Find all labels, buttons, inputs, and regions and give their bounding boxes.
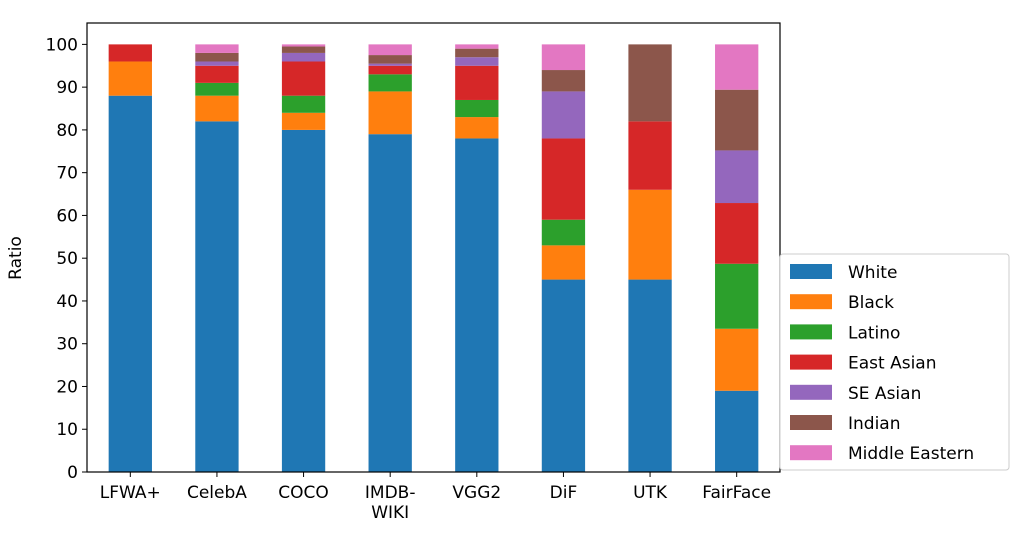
legend-label: Latino — [848, 323, 900, 343]
legend-label: Indian — [848, 414, 901, 434]
bar-segment-east-asian — [195, 65, 239, 83]
legend-swatch — [790, 415, 832, 430]
y-tick-label: 80 — [56, 121, 78, 141]
legend-swatch — [790, 294, 832, 310]
bar-segment-white — [715, 390, 759, 472]
bar-segment-middle-eastern — [281, 44, 326, 47]
y-axis-label: Ratio — [6, 236, 26, 280]
y-tick-label: 50 — [56, 249, 78, 269]
bar-segment-white — [195, 121, 239, 472]
bar-segment-latino — [715, 263, 759, 329]
y-tick-label: 20 — [56, 377, 78, 397]
legend-swatch — [790, 445, 832, 461]
bar-segment-indian — [715, 89, 759, 151]
bar-segment-black — [455, 117, 499, 139]
legend-label: East Asian — [848, 354, 937, 374]
y-tick-label: 40 — [56, 292, 78, 312]
bar-segment-black — [281, 112, 326, 130]
x-tick-label: CelebA — [187, 483, 247, 503]
bar-segment-white — [628, 279, 672, 472]
bar-segment-latino — [281, 95, 326, 113]
y-tick-label: 30 — [56, 335, 78, 355]
bar-segment-latino — [368, 74, 412, 92]
bar-segment-latino — [541, 219, 586, 246]
legend-swatch — [790, 264, 832, 279]
y-tick-label: 0 — [67, 463, 78, 483]
legend-label: SE Asian — [848, 384, 921, 404]
legend: White Black Latino East Asian SE Asian Indian… — [779, 253, 1010, 471]
x-tick-label: COCO — [278, 483, 329, 503]
bar-segment-indian — [368, 55, 412, 64]
bar-segment-black — [108, 61, 152, 96]
plot-frame — [86, 22, 781, 473]
x-tick-label: LFWA+ — [100, 483, 161, 503]
bar-segment-east-asian — [368, 65, 412, 75]
bar-segment-indian — [455, 48, 499, 58]
bar-segment-middle-eastern — [195, 44, 239, 53]
bar-segment-se-asian — [715, 150, 759, 204]
legend-label: Black — [848, 293, 894, 313]
bar-segment-east-asian — [455, 65, 499, 100]
bar-segment-indian — [541, 70, 586, 92]
bar-segment-middle-eastern — [541, 44, 586, 71]
bar-segment-east-asian — [541, 138, 586, 220]
bar-segment-indian — [281, 46, 326, 53]
legend-box — [779, 253, 1010, 471]
bar-segment-east-asian — [715, 203, 759, 264]
bar-segment-se-asian — [455, 57, 499, 66]
bar-segment-black — [541, 245, 586, 280]
x-tick-label: IMDB-WIKI — [365, 483, 416, 523]
x-tick-label: FairFace — [702, 483, 771, 503]
x-tick-label: VGG2 — [452, 483, 501, 503]
bar-segment-white — [455, 138, 499, 472]
y-tick-label: 60 — [56, 206, 78, 226]
bar-segment-white — [281, 129, 326, 472]
legend-label: White — [848, 263, 897, 283]
x-axis: LFWA+ CelebA COCO IMDB-WIKI VGG2 DiF UTK FairFa… — [100, 472, 771, 523]
bar-segment-middle-eastern — [368, 44, 412, 56]
bars-group — [108, 44, 759, 472]
y-axis: 0 10 20 30 40 50 60 70 80 90 100 — [46, 35, 87, 483]
y-tick-label: 100 — [46, 35, 78, 55]
bar-segment-indian — [195, 52, 239, 62]
bar-segment-middle-eastern — [715, 44, 759, 90]
bar-segment-latino — [195, 82, 239, 96]
legend-label: Middle Eastern — [848, 444, 974, 464]
legend-swatch — [790, 384, 832, 400]
bar-segment-black — [195, 95, 239, 122]
bar-segment-middle-eastern — [455, 44, 499, 49]
x-tick-label: UTK — [633, 483, 668, 503]
bar-segment-east-asian — [281, 61, 326, 96]
bar-segment-se-asian — [368, 63, 412, 66]
bar-segment-se-asian — [195, 61, 239, 66]
y-tick-label: 70 — [56, 164, 78, 184]
bar-segment-se-asian — [281, 52, 326, 62]
bar-segment-latino — [455, 99, 499, 118]
bar-segment-se-asian — [541, 91, 586, 139]
legend-swatch — [790, 354, 832, 370]
bar-segment-white — [541, 279, 586, 472]
bar-segment-black — [628, 189, 672, 280]
y-tick-label: 90 — [56, 78, 78, 98]
bar-segment-east-asian — [628, 121, 672, 190]
y-tick-label: 10 — [56, 420, 78, 440]
bar-segment-indian — [628, 44, 672, 122]
bar-segment-black — [715, 328, 759, 391]
legend-swatch — [790, 324, 832, 340]
bar-segment-white — [108, 95, 152, 472]
bar-segment-east-asian — [108, 44, 152, 62]
x-tick-label: DiF — [550, 483, 578, 503]
bar-segment-black — [368, 91, 412, 135]
bar-segment-white — [368, 134, 412, 472]
